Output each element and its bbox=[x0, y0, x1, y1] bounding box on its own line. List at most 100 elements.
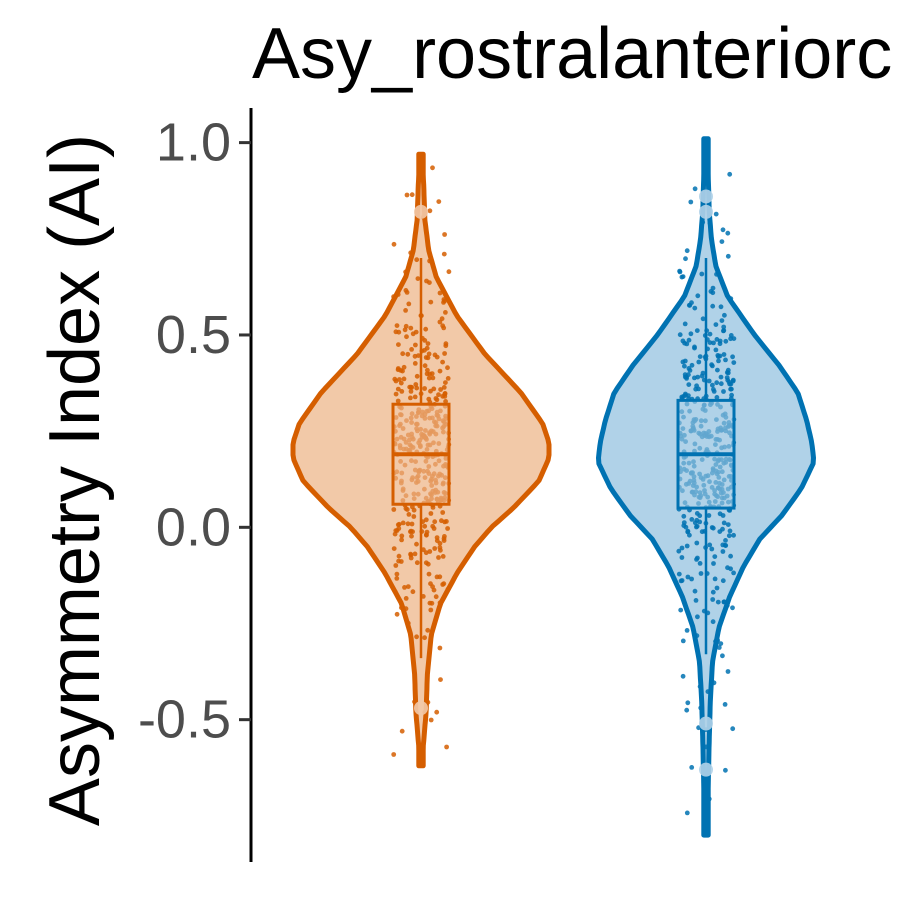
data-point bbox=[430, 375, 436, 381]
data-point bbox=[423, 517, 429, 523]
data-point bbox=[689, 362, 695, 368]
data-point bbox=[431, 386, 437, 392]
data-point bbox=[720, 227, 726, 233]
y-tick-label: 1.0 bbox=[156, 113, 231, 173]
data-point bbox=[412, 353, 418, 359]
data-point bbox=[398, 380, 404, 386]
data-point bbox=[438, 387, 443, 392]
data-point bbox=[400, 368, 405, 374]
data-point bbox=[394, 571, 400, 577]
data-point bbox=[414, 257, 420, 263]
data-point bbox=[717, 353, 723, 359]
data-point bbox=[431, 587, 437, 593]
data-point bbox=[408, 555, 414, 561]
data-point bbox=[396, 342, 401, 347]
data-point bbox=[434, 354, 440, 360]
data-point bbox=[728, 296, 734, 301]
data-point bbox=[408, 389, 414, 394]
data-point bbox=[440, 510, 446, 515]
data-point bbox=[412, 394, 418, 400]
data-point bbox=[434, 709, 440, 715]
data-point bbox=[418, 391, 424, 397]
data-point bbox=[404, 334, 409, 340]
data-point bbox=[426, 396, 432, 402]
data-point bbox=[427, 549, 433, 554]
data-point bbox=[404, 192, 410, 198]
data-point bbox=[446, 269, 452, 275]
data-point bbox=[396, 329, 402, 335]
data-point bbox=[415, 276, 421, 281]
data-point bbox=[718, 374, 724, 380]
data-point bbox=[718, 381, 724, 387]
data-point bbox=[409, 533, 414, 539]
data-point bbox=[706, 796, 712, 802]
data-point bbox=[420, 594, 426, 599]
data-point bbox=[430, 165, 435, 171]
data-point bbox=[701, 377, 707, 383]
data-point bbox=[427, 600, 433, 606]
data-point bbox=[723, 357, 728, 363]
data-point bbox=[687, 532, 692, 538]
data-point bbox=[682, 321, 688, 327]
data-point bbox=[731, 336, 737, 341]
data-point bbox=[395, 398, 401, 404]
data-point bbox=[712, 554, 718, 559]
data-point bbox=[679, 274, 685, 280]
data-point bbox=[399, 605, 404, 611]
data-point bbox=[419, 348, 425, 354]
data-point bbox=[726, 533, 732, 539]
data-point bbox=[679, 578, 685, 583]
data-point bbox=[703, 520, 709, 526]
data-point bbox=[730, 605, 735, 611]
data-point bbox=[441, 251, 447, 257]
data-point bbox=[693, 598, 699, 603]
data-point bbox=[689, 765, 695, 770]
data-point bbox=[705, 610, 711, 616]
y-axis: 1.0 0.5 0.0 -0.5 bbox=[138, 108, 253, 862]
data-point bbox=[403, 596, 409, 601]
data-point bbox=[696, 359, 702, 365]
data-point bbox=[414, 634, 419, 640]
data-point bbox=[712, 576, 718, 582]
data-point bbox=[700, 219, 706, 225]
data-point bbox=[409, 192, 415, 198]
data-point bbox=[395, 292, 401, 297]
data-point bbox=[422, 523, 428, 529]
data-point bbox=[423, 326, 429, 332]
data-point bbox=[406, 301, 412, 307]
y-tick-label: -0.5 bbox=[138, 690, 231, 750]
data-point bbox=[429, 371, 435, 376]
data-point bbox=[414, 560, 420, 566]
data-point bbox=[721, 328, 726, 334]
y-tick-label: 0.0 bbox=[156, 497, 231, 557]
data-point bbox=[713, 347, 719, 353]
outlier-point bbox=[699, 762, 713, 777]
data-point bbox=[717, 338, 723, 344]
data-point bbox=[687, 302, 693, 308]
data-point bbox=[391, 241, 397, 247]
data-point bbox=[698, 571, 704, 576]
data-point bbox=[699, 373, 705, 379]
data-point bbox=[425, 627, 431, 633]
data-point bbox=[397, 377, 402, 382]
data-point bbox=[707, 340, 713, 345]
data-point bbox=[682, 363, 687, 369]
data-point bbox=[421, 547, 426, 553]
data-point bbox=[437, 645, 443, 651]
data-point bbox=[722, 312, 727, 318]
data-point bbox=[434, 397, 440, 403]
outlier-point bbox=[414, 701, 428, 716]
data-point bbox=[688, 331, 694, 337]
data-point bbox=[441, 325, 447, 331]
data-point bbox=[427, 258, 432, 264]
data-point bbox=[703, 353, 709, 359]
data-point bbox=[444, 744, 449, 750]
data-point bbox=[442, 232, 447, 237]
data-point bbox=[434, 535, 440, 540]
data-point bbox=[725, 669, 731, 674]
outlier-point bbox=[414, 204, 428, 219]
data-point bbox=[432, 519, 438, 525]
data-point bbox=[703, 393, 709, 399]
data-point bbox=[426, 351, 432, 357]
data-point bbox=[426, 375, 432, 381]
